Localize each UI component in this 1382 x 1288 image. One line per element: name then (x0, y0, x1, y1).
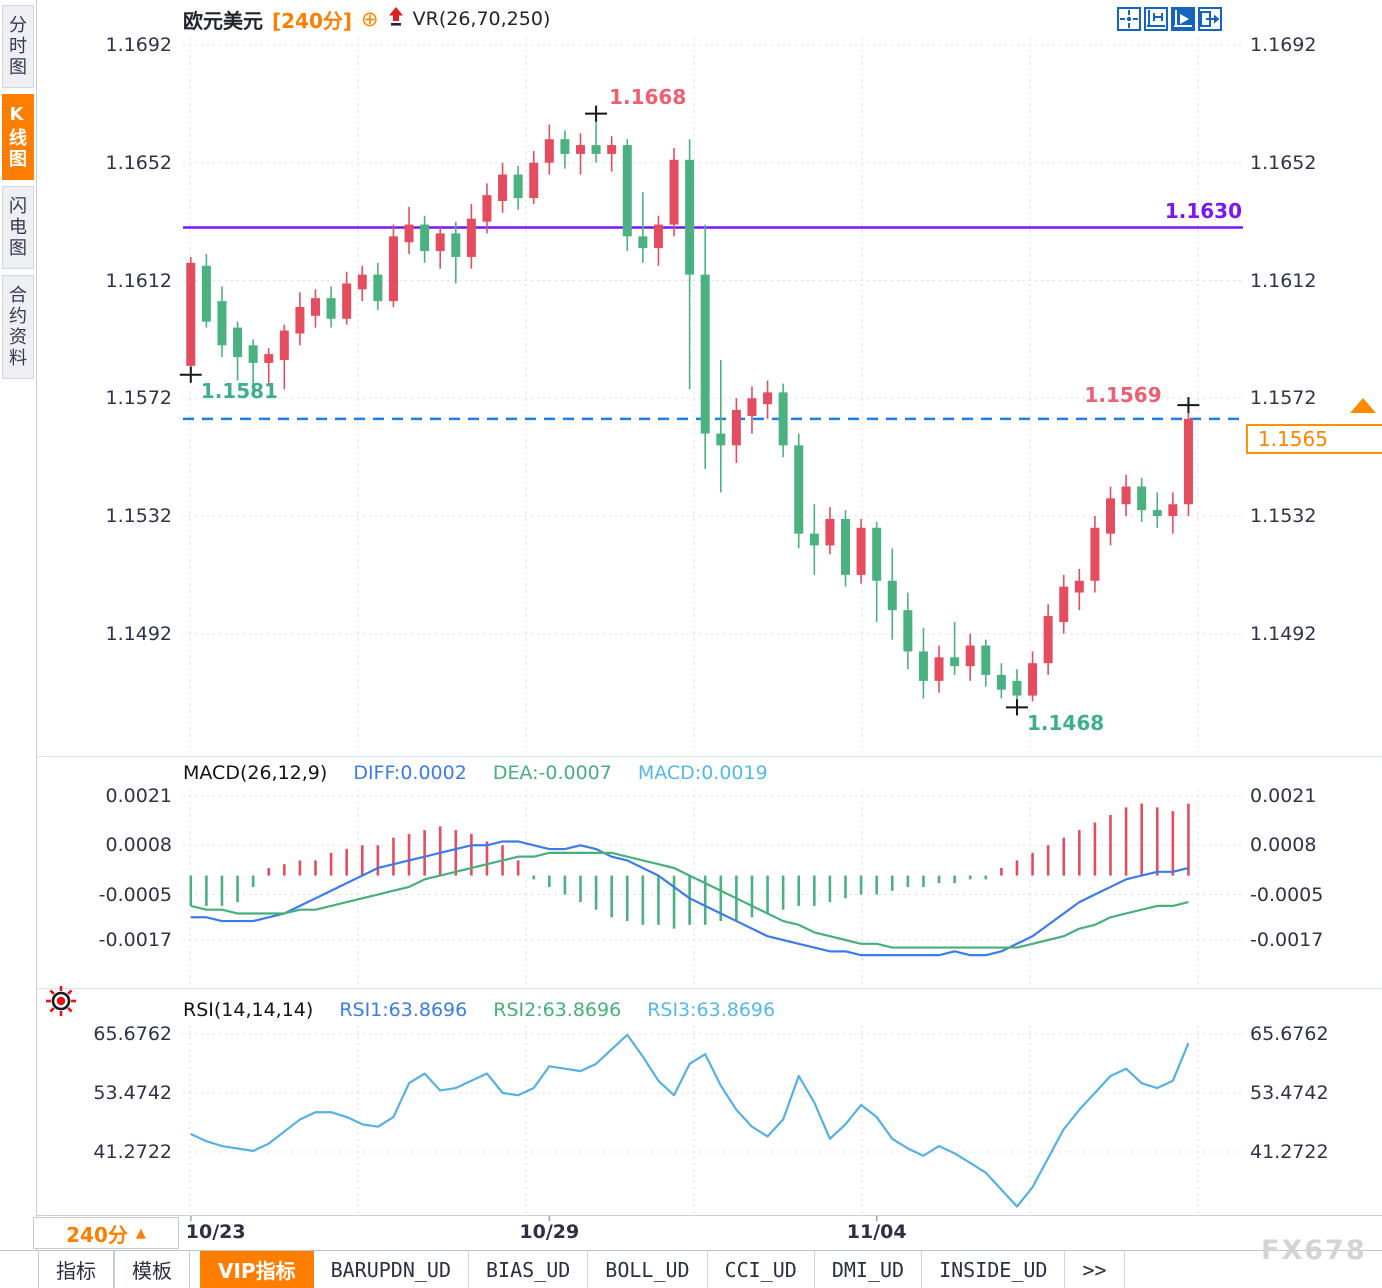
macd-readouts: DIFF:0.0002 DEA:-0.0007 MACD:0.0019 (353, 762, 767, 784)
tab-dmi-ud[interactable]: DMI_UD (815, 1251, 923, 1288)
pan-crosshair-icon[interactable] (1117, 7, 1141, 31)
resistance-line-label: 1.1630 (1164, 199, 1242, 223)
period-tag: [240分] (272, 8, 353, 33)
y-axis-label: 1.1612 (105, 269, 172, 292)
jump-latest-icon[interactable] (1198, 7, 1222, 31)
chart-header: 欧元美元 [240分] ⊕ VR(26,70,250) (183, 6, 551, 33)
auto-scroll-icon[interactable] (1171, 7, 1195, 31)
y-axis-label: -0.0005 (98, 883, 172, 906)
y-axis-label: 1.1532 (105, 505, 172, 527)
macd-title: MACD(26,12,9) (183, 762, 328, 784)
y-axis-label: -0.0017 (1250, 929, 1324, 951)
price-up-marker-icon (1350, 398, 1376, 413)
panel-divider (36, 756, 1382, 757)
y-axis-label: 0.0021 (1250, 785, 1317, 807)
x-axis-line (36, 1215, 1382, 1216)
sidebar-item-4[interactable]: 合约资料 (2, 275, 34, 379)
macd-header: MACD(26,12,9) DIFF:0.0002 DEA:-0.0007 MACD… (183, 762, 768, 784)
y-axis-label: 1.1572 (1250, 387, 1317, 410)
last-price-box: 1.1565 (1246, 424, 1382, 454)
y-axis-label: 0.0008 (105, 834, 172, 857)
tab-bias-ud[interactable]: BIAS_UD (469, 1251, 589, 1288)
sidebar-item-3[interactable]: 闪电图 (2, 186, 34, 269)
tab-vip指标[interactable]: VIP指标 (200, 1251, 314, 1288)
y-axis-label: -0.0017 (98, 929, 172, 951)
sidebar-item-2[interactable]: K线图 (2, 94, 34, 180)
x-axis-label: 10/29 (519, 1221, 580, 1243)
y-axis-label: 65.6762 (93, 1023, 172, 1045)
chart-toolbar (1117, 7, 1222, 31)
y-axis-label: 53.4742 (93, 1082, 172, 1104)
rsi-readout: RSI1:63.8696 (339, 999, 468, 1021)
rsi-readout: RSI2:63.8696 (493, 999, 622, 1021)
y-axis-label: 41.2722 (1250, 1141, 1329, 1163)
tab-指标[interactable]: 指标 (38, 1251, 114, 1288)
y-axis-label: 1.1612 (1250, 269, 1317, 292)
tab-inside-ud[interactable]: INSIDE_UD (922, 1251, 1066, 1288)
sidebar-item-1[interactable]: 分时图 (2, 5, 34, 88)
macd-readout: MACD:0.0019 (637, 762, 768, 784)
y-axis-label: 65.6762 (1250, 1023, 1329, 1045)
y-axis-label: 1.1652 (105, 151, 172, 174)
macd-readout: DIFF:0.0002 (353, 762, 467, 784)
rsi-readout: RSI3:63.8696 (647, 999, 776, 1021)
panel-divider (36, 988, 1382, 989)
y-axis-label: 1.1572 (105, 387, 172, 410)
y-axis-label: -0.0005 (1250, 883, 1324, 906)
price-annotation: 1.1468 (1026, 711, 1105, 736)
y-axis-label: 1.1652 (1250, 151, 1317, 174)
symbol-title: 欧元美元 (183, 8, 263, 33)
y-axis-label: 53.4742 (1250, 1082, 1329, 1104)
period-selector-label: 240分 (66, 1222, 128, 1247)
x-axis-label: 10/23 (185, 1221, 246, 1243)
indicator-tab-bar: 指标 模板 VIP指标 BARUPDN_UD BIAS_UD BOLL_UD CCI_UD D… (0, 1250, 1382, 1288)
watermark: FX678 (1261, 1235, 1367, 1266)
y-axis-label: 0.0008 (1250, 834, 1317, 857)
price-annotation: 1.1668 (609, 84, 687, 109)
price-annotation: 1.1581 (200, 378, 278, 403)
y-axis-label: 41.2722 (93, 1141, 172, 1163)
price-annotation: 1.1569 (1084, 383, 1162, 408)
indicator-label: VR(26,70,250) (412, 8, 551, 30)
rsi-header: RSI(14,14,14) RSI1:63.8696 RSI2:63.8696 RS… (183, 999, 775, 1021)
tab-模板[interactable]: 模板 (114, 1251, 190, 1288)
y-axis-label: 0.0021 (105, 785, 172, 807)
up-arrow-icon (388, 6, 404, 32)
y-axis-label: 1.1692 (1250, 34, 1317, 56)
y-axis-label: 1.1492 (105, 622, 172, 645)
tab-cci-ud[interactable]: CCI_UD (708, 1251, 815, 1288)
tab--[interactable]: >> (1065, 1251, 1125, 1288)
y-axis-scale-icon[interactable] (1144, 7, 1168, 31)
y-axis-label: 1.1532 (1250, 505, 1317, 527)
add-indicator-icon[interactable]: ⊕ (361, 7, 379, 31)
tab-barupdn-ud[interactable]: BARUPDN_UD (314, 1251, 469, 1288)
y-axis-label: 1.1692 (105, 34, 172, 56)
left-sidebar: 分时图 K线图闪电图合约资料 (0, 0, 37, 1288)
rsi-title: RSI(14,14,14) (183, 999, 314, 1021)
y-axis-label: 1.1492 (1250, 622, 1317, 645)
macd-readout: DEA:-0.0007 (492, 762, 612, 784)
period-selector[interactable]: 240分 ▲ (33, 1217, 179, 1249)
rsi-readouts: RSI1:63.8696 RSI2:63.8696 RSI3:63.8696 (339, 999, 775, 1021)
x-axis-label: 11/04 (846, 1221, 907, 1243)
tab-boll-ud[interactable]: BOLL_UD (588, 1251, 708, 1288)
sun-marker-icon (44, 984, 78, 1022)
period-up-arrow-icon: ▲ (135, 1225, 146, 1241)
